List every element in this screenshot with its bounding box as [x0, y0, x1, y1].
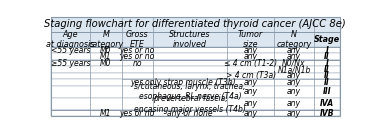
Text: yes or no: yes or no: [120, 52, 155, 61]
Text: any: any: [244, 78, 258, 87]
Text: M1: M1: [100, 109, 112, 118]
Text: N
category: N category: [276, 30, 312, 49]
Text: M0: M0: [100, 58, 112, 68]
Text: I: I: [325, 46, 328, 55]
Text: yes or no: yes or no: [120, 46, 155, 55]
Text: > 4 cm (T3a): > 4 cm (T3a): [226, 72, 276, 81]
Bar: [51, 73, 340, 79]
Text: any: any: [287, 87, 301, 96]
Text: II: II: [324, 52, 330, 61]
Bar: [51, 86, 340, 98]
Text: any: any: [287, 72, 301, 81]
Text: yes or no: yes or no: [120, 109, 155, 118]
Text: prevertebral fascia,
encasing major vessels (T4b): prevertebral fascia, encasing major vess…: [134, 94, 246, 114]
Text: Structures
involved: Structures involved: [169, 30, 211, 49]
Bar: [51, 17, 340, 32]
Bar: [51, 98, 340, 110]
Text: I: I: [325, 58, 328, 68]
Text: M1: M1: [100, 52, 112, 61]
Text: IVA: IVA: [320, 99, 334, 108]
Text: yes: yes: [131, 78, 144, 87]
Text: any: any: [287, 46, 301, 55]
Text: any: any: [287, 78, 301, 87]
Text: Stage: Stage: [314, 35, 340, 44]
Text: any: any: [287, 109, 301, 118]
Text: s/cutaneous, larynx, trachea,
esophagus, RL nerve (T4a): s/cutaneous, larynx, trachea, esophagus,…: [134, 82, 246, 102]
Text: any: any: [244, 87, 258, 96]
Text: ≥55 years: ≥55 years: [51, 58, 90, 68]
Text: II: II: [324, 78, 330, 87]
Text: <55 years: <55 years: [51, 46, 90, 55]
Text: Age
at diagnosis: Age at diagnosis: [46, 30, 95, 49]
Bar: [51, 47, 340, 53]
Text: III: III: [323, 87, 331, 96]
Text: N1a/N1b: N1a/N1b: [277, 65, 311, 74]
Text: Tumor
size: Tumor size: [238, 30, 263, 49]
Text: IVB: IVB: [320, 109, 334, 118]
Bar: [51, 53, 340, 60]
Text: any: any: [244, 46, 258, 55]
Text: any or none: any or none: [167, 109, 213, 118]
Text: any: any: [244, 52, 258, 61]
Text: any: any: [244, 109, 258, 118]
Text: M0: M0: [100, 46, 112, 55]
Bar: [51, 32, 340, 47]
Text: only strap muscle (T3b): only strap muscle (T3b): [145, 78, 235, 87]
Text: M
category: M category: [88, 30, 124, 49]
Bar: [51, 79, 340, 86]
Bar: [51, 66, 340, 73]
Text: II: II: [324, 72, 330, 81]
Text: II: II: [324, 65, 330, 74]
Bar: [51, 110, 340, 116]
Text: no: no: [133, 58, 142, 68]
Text: any: any: [287, 99, 301, 108]
Text: N0/Nx: N0/Nx: [282, 58, 306, 68]
Text: ≤ 4 cm (T1-2): ≤ 4 cm (T1-2): [224, 58, 277, 68]
Bar: [51, 60, 340, 66]
Text: any: any: [244, 99, 258, 108]
Text: Gross
ETE: Gross ETE: [126, 30, 149, 49]
Text: any: any: [287, 52, 301, 61]
Text: Staging flowchart for differentiated thyroid cancer (AJCC 8e): Staging flowchart for differentiated thy…: [45, 20, 346, 29]
